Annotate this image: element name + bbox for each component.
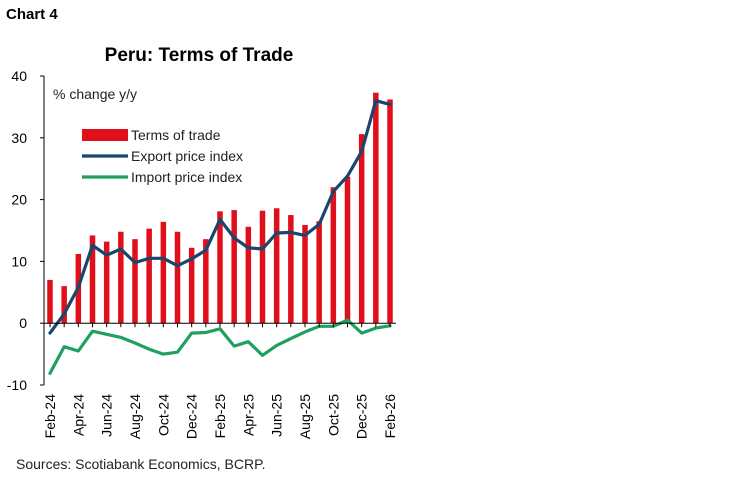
bar: [231, 210, 237, 324]
legend-label: Export price index: [131, 148, 243, 164]
y-tick-label: 0: [19, 315, 27, 331]
x-tick-label: Dec-24: [184, 394, 200, 439]
bar: [203, 239, 209, 324]
bars-group: [47, 92, 393, 324]
bar: [146, 228, 152, 324]
y-tick-label: 10: [11, 253, 27, 269]
legend: Terms of trade Export price index Import p…: [82, 127, 243, 185]
bar: [259, 210, 266, 324]
bar: [344, 176, 351, 324]
bar: [217, 211, 223, 324]
x-tick-label: Jun-24: [99, 394, 115, 437]
x-tick-label: Dec-25: [354, 394, 370, 439]
bar: [288, 215, 294, 324]
x-tick-label: Apr-25: [240, 394, 256, 436]
legend-label: Terms of trade: [131, 127, 221, 143]
legend-label: Import price index: [131, 169, 242, 185]
bar: [118, 231, 124, 324]
bar: [245, 226, 252, 324]
chart-label: Chart 4: [6, 6, 58, 23]
x-tick-label: Apr-24: [70, 394, 86, 436]
bar: [373, 92, 379, 324]
bar: [174, 231, 181, 324]
y-tick-label: 30: [11, 130, 27, 146]
bar: [358, 134, 365, 324]
x-tick-label: Aug-24: [127, 394, 143, 439]
y-tick-label: 40: [11, 68, 27, 84]
bar: [160, 221, 167, 324]
bar: [330, 187, 337, 324]
series-line: [48, 318, 392, 375]
x-tick-label: Feb-24: [42, 394, 58, 439]
chart-title: Peru: Terms of Trade: [105, 45, 294, 66]
series-line: [48, 99, 392, 335]
y-axis-unit-label: % change y/y: [53, 86, 137, 102]
y-tick-label: -10: [7, 377, 27, 393]
bar: [188, 247, 195, 324]
x-tick-label: Feb-25: [212, 394, 228, 439]
x-tick-label: Feb-26: [382, 394, 398, 439]
x-tick-label: Oct-24: [155, 394, 171, 436]
x-tick-label: Jun-25: [269, 394, 285, 437]
bar: [302, 224, 308, 324]
legend-swatch: [82, 129, 128, 141]
bar: [132, 239, 138, 324]
x-tick-label: Oct-25: [325, 394, 341, 436]
bar: [47, 279, 53, 324]
y-tick-label: 20: [11, 192, 27, 208]
bar: [103, 241, 110, 324]
bar: [316, 221, 322, 324]
bar: [273, 208, 280, 324]
x-tick-label: Aug-25: [297, 394, 313, 439]
axes-group: -10 0 10 20 30 40 Feb-24 Apr-24 Jun-24 Aug-24 Oct-…: [7, 68, 398, 439]
bar: [89, 235, 96, 324]
source-note: Sources: Scotiabank Economics, BCRP.: [16, 456, 266, 472]
bar: [387, 99, 393, 324]
bar: [61, 286, 67, 324]
